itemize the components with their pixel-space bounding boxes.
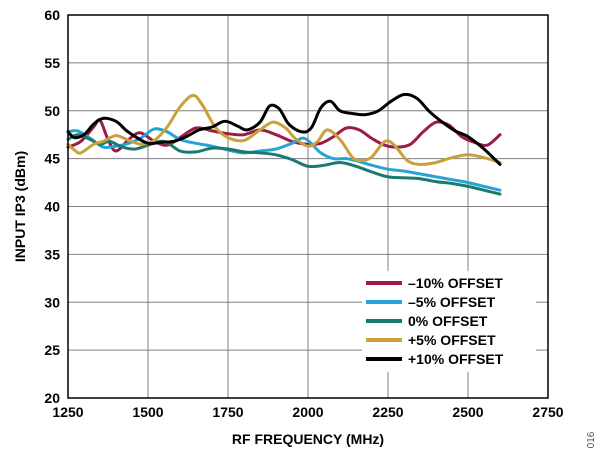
- legend-label: 0% OFFSET: [408, 313, 488, 329]
- y-axis-title: INPUT IP3 (dBm): [12, 151, 28, 262]
- legend-label: –5% OFFSET: [408, 294, 496, 310]
- y-axis-ticks: 20 25 30 35 40 45 50 55 60: [44, 7, 60, 406]
- y-tick-label: 55: [44, 55, 60, 71]
- legend-label: –10% OFFSET: [408, 275, 503, 291]
- x-tick-label: 2250: [372, 404, 403, 420]
- x-tick-label: 2750: [532, 404, 563, 420]
- legend-label: +5% OFFSET: [408, 332, 496, 348]
- legend-label: +10% OFFSET: [408, 351, 504, 367]
- x-axis-ticks: 1250 1500 1750 2000 2250 2500 2750: [52, 404, 563, 420]
- legend: –10% OFFSET –5% OFFSET 0% OFFSET +5% OFFSET…: [362, 271, 536, 372]
- x-axis-title: RF FREQUENCY (MHz): [232, 431, 384, 447]
- y-tick-label: 35: [44, 246, 60, 262]
- grid-lines: [67, 14, 549, 399]
- y-tick-label: 20: [44, 390, 60, 406]
- series-line-5-offset: [66, 93, 502, 166]
- x-tick-label: 2500: [452, 404, 483, 420]
- y-tick-label: 50: [44, 103, 60, 119]
- x-tick-label: 1750: [212, 404, 243, 420]
- y-tick-label: 45: [44, 151, 60, 167]
- x-tick-label: 1250: [52, 404, 83, 420]
- series-layer: [66, 92, 502, 196]
- y-tick-label: 60: [44, 7, 60, 23]
- y-tick-label: 25: [44, 342, 60, 358]
- plot-area-border: [67, 14, 549, 399]
- figure-id: 016: [586, 431, 597, 448]
- y-tick-label: 30: [44, 294, 60, 310]
- series-line-5-offset: [66, 127, 502, 192]
- series-line-0-offset: [66, 133, 502, 196]
- y-tick-label: 40: [44, 199, 60, 215]
- x-tick-label: 2000: [292, 404, 323, 420]
- series-line-10-offset: [66, 92, 502, 166]
- x-tick-label: 1500: [132, 404, 163, 420]
